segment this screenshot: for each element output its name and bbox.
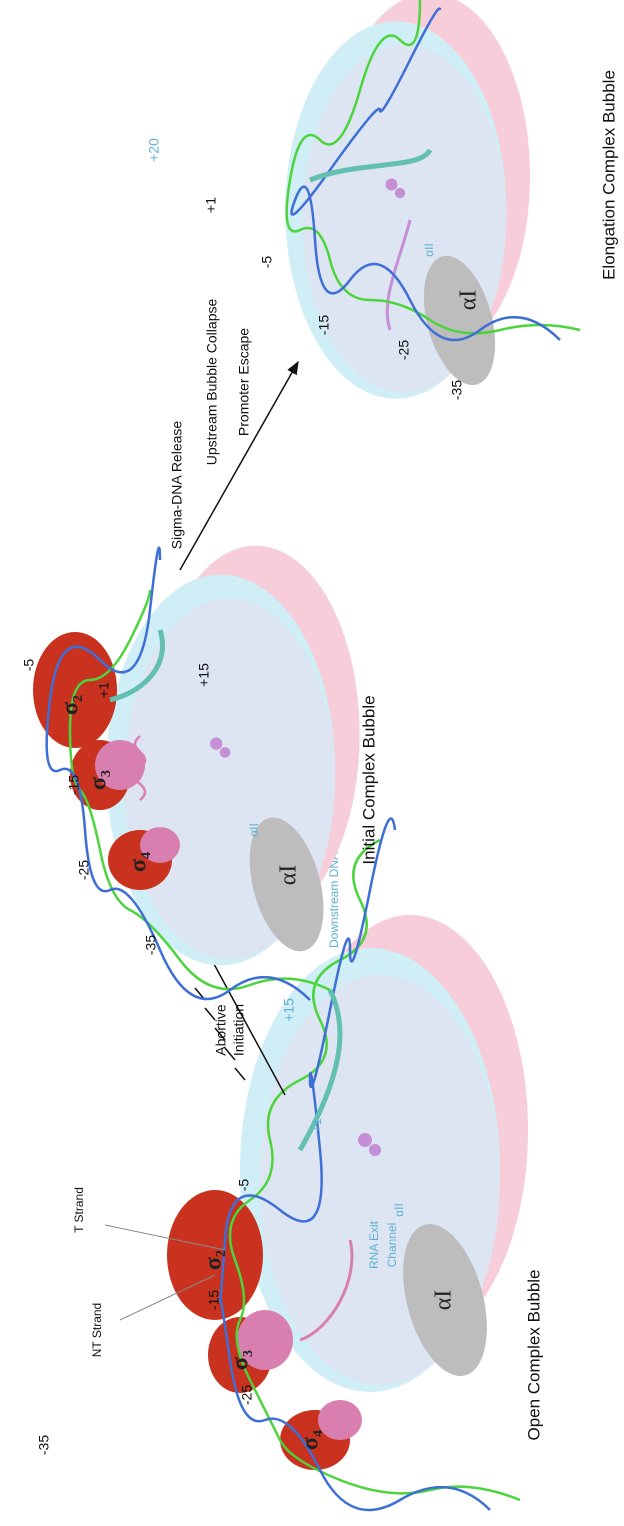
label: Sigma-DNA Release	[169, 421, 185, 550]
label: -35	[449, 380, 465, 400]
panel-title: Elongation Complex Bubble	[599, 70, 618, 280]
label: Upstream Bubble Collapse	[204, 299, 220, 466]
label: -15	[66, 775, 82, 795]
label: -5	[21, 659, 37, 672]
label: Promoter Escape	[236, 328, 252, 436]
label: αII	[422, 243, 436, 257]
diagram: -35 -25 NT Strand -15 T Strand -5 +1 +15…	[0, 0, 624, 1526]
label: -5	[259, 256, 275, 269]
page: -35 -25 NT Strand -15 T Strand -5 +1 +15…	[0, 0, 624, 1526]
label: αII	[247, 823, 261, 837]
label: σ₃	[86, 770, 112, 790]
label: σ₄	[298, 1430, 324, 1450]
label: -25	[396, 340, 412, 360]
label: RNA Exit	[367, 1220, 381, 1269]
label: +1	[310, 1118, 324, 1132]
label: σ₂	[58, 695, 84, 715]
label: T Strand	[72, 1187, 86, 1233]
label: αI	[431, 1290, 457, 1311]
label: αI	[276, 865, 302, 886]
label: αII	[392, 1203, 406, 1217]
panel-title: Open Complex Bubble	[524, 1269, 543, 1440]
label: σ₂	[201, 1250, 227, 1270]
label: -15	[206, 1290, 222, 1310]
label: -35	[143, 935, 159, 955]
initial-complex-panel: -35 -25 -15 -5 +1 +15 σ₂ σ₃ σ₄ αI αII In…	[21, 546, 379, 1000]
label: -35	[36, 1435, 52, 1455]
label: +1	[96, 682, 112, 698]
label: σ₃	[228, 1350, 254, 1370]
label: +15	[281, 998, 297, 1022]
label: Initiation	[231, 1004, 247, 1056]
label: αI	[456, 290, 482, 311]
label: +1	[203, 197, 219, 213]
label: NT Strand	[90, 1303, 104, 1357]
label: +20	[146, 138, 162, 162]
label: σ₄	[126, 852, 152, 872]
label: -15	[316, 315, 332, 335]
label: +15	[196, 663, 212, 687]
panel-title: Initial Complex Bubble	[359, 695, 378, 864]
label: -5	[236, 1179, 252, 1192]
label: -25	[239, 1385, 255, 1405]
label: Channel	[385, 1223, 399, 1268]
label: -25	[76, 860, 92, 880]
label: Abortive	[213, 1004, 229, 1056]
transition-arrow: Sigma-DNA Release Upstream Bubble Collap…	[169, 299, 298, 570]
